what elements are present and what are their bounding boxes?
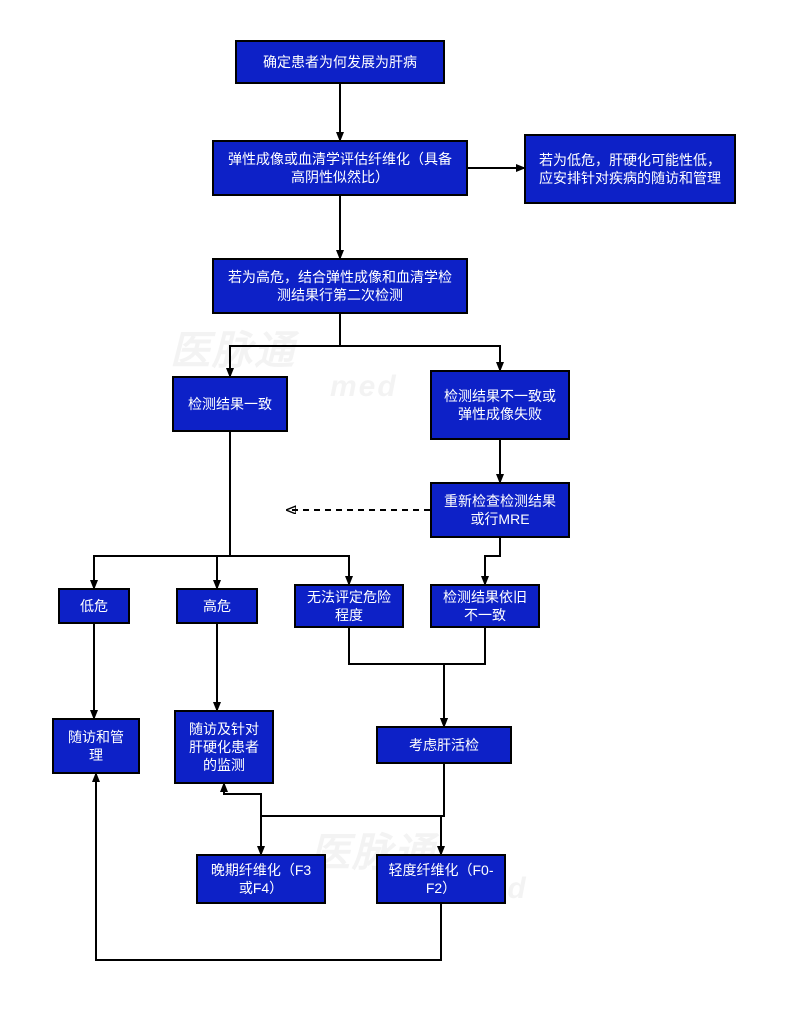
flow-node-n10: 无法评定危险程度 [294,584,404,628]
node-label: 弹性成像或血清学评估纤维化（具备高阴性似然比） [222,150,458,186]
flow-node-n14: 考虑肝活检 [376,726,512,764]
node-label: 无法评定危险程度 [304,588,394,624]
flow-node-n16: 轻度纤维化（F0-F2） [376,854,506,904]
watermark: 医脉通 [170,318,296,376]
flow-node-n8: 低危 [58,588,130,624]
flow-node-n11: 检测结果依旧不一致 [430,584,540,628]
flow-node-n2: 弹性成像或血清学评估纤维化（具备高阴性似然比） [212,140,468,196]
flow-node-n6: 检测结果不一致或弹性成像失败 [430,370,570,440]
flow-node-n1: 确定患者为何发展为肝病 [235,40,445,84]
node-label: 考虑肝活检 [409,736,479,754]
flow-node-n9: 高危 [176,588,258,624]
node-label: 低危 [80,597,108,615]
flow-node-n12: 随访和管理 [52,718,140,774]
node-label: 重新检查检测结果或行MRE [440,492,560,528]
flow-node-n7: 重新检查检测结果或行MRE [430,482,570,538]
node-label: 轻度纤维化（F0-F2） [386,861,496,897]
node-label: 晚期纤维化（F3或F4） [206,861,316,897]
node-label: 随访及针对肝硬化患者的监测 [184,720,264,775]
watermark: med [330,370,398,404]
node-label: 检测结果不一致或弹性成像失败 [440,387,560,423]
node-label: 高危 [203,597,231,615]
node-label: 确定患者为何发展为肝病 [263,53,417,71]
node-label: 若为高危，结合弹性成像和血清学检测结果行第二次检测 [222,268,458,304]
node-label: 检测结果依旧不一致 [440,588,530,624]
flow-node-n13: 随访及针对肝硬化患者的监测 [174,710,274,784]
flow-node-n3: 若为低危，肝硬化可能性低，应安排针对疾病的随访和管理 [524,134,736,204]
node-label: 检测结果一致 [188,395,272,413]
node-label: 随访和管理 [62,728,130,764]
flow-node-n15: 晚期纤维化（F3或F4） [196,854,326,904]
node-label: 若为低危，肝硬化可能性低，应安排针对疾病的随访和管理 [534,151,726,187]
flow-node-n4: 若为高危，结合弹性成像和血清学检测结果行第二次检测 [212,258,468,314]
flow-node-n5: 检测结果一致 [172,376,288,432]
